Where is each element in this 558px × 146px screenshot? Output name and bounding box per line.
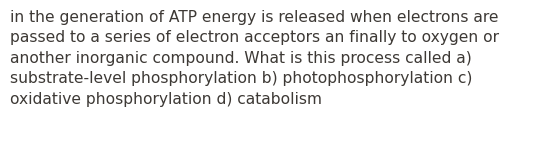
Text: in the generation of ATP energy is released when electrons are
passed to a serie: in the generation of ATP energy is relea…	[10, 10, 499, 107]
